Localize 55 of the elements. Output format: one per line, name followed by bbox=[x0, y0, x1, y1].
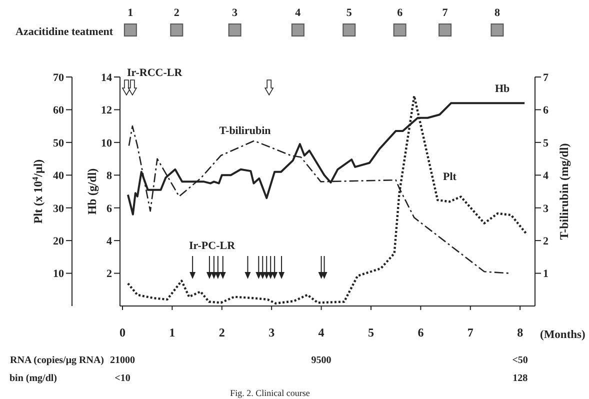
text: Azacitidine teatment bbox=[16, 26, 114, 38]
text: bin (mg/dl) bbox=[9, 373, 57, 384]
y2-tick-label: 1 bbox=[543, 268, 548, 280]
y3-tick-label: 10 bbox=[53, 268, 64, 280]
y2-tick-label: 4 bbox=[543, 170, 549, 182]
text: 3 bbox=[232, 7, 238, 19]
y3-tick-label: 50 bbox=[53, 137, 64, 150]
y2-tick-label: 3 bbox=[543, 202, 549, 215]
text: 1 bbox=[128, 7, 134, 19]
y-tick-label: 8 bbox=[106, 170, 112, 182]
text: RNA (copies/μg RNA) bbox=[10, 355, 104, 366]
text: <10 bbox=[114, 373, 130, 384]
y3-tick-label: 40 bbox=[53, 170, 64, 182]
y-tick-label: 2 bbox=[106, 268, 112, 280]
series-label: T-bilirubin bbox=[219, 125, 271, 137]
annotation: Ir-PC-LR bbox=[189, 240, 236, 252]
y2-tick-label: 6 bbox=[543, 104, 549, 117]
text: 8 bbox=[494, 7, 500, 19]
x-tick-label: 4 bbox=[318, 326, 324, 340]
series-label: Hb bbox=[495, 83, 510, 95]
y3-tick-label: 70 bbox=[53, 72, 64, 84]
text: 5 bbox=[346, 7, 352, 19]
y-tick-label: 6 bbox=[106, 202, 112, 215]
x-tick-label: 0 bbox=[119, 326, 126, 340]
y-axis-title: Hb (g/dl) bbox=[85, 168, 99, 215]
x-tick-label: 7 bbox=[467, 326, 474, 340]
x-axis-title: (Months) bbox=[540, 329, 586, 341]
y2-tick-label: 5 bbox=[543, 137, 549, 150]
y3-tick-label: 20 bbox=[53, 235, 64, 248]
text: 21000 bbox=[110, 355, 135, 366]
y-tick-label: 14 bbox=[101, 72, 112, 84]
y-tick-label: 10 bbox=[101, 137, 112, 150]
text: 4 bbox=[295, 7, 302, 19]
x-tick-label: 8 bbox=[517, 326, 524, 340]
y2-tick-label: 2 bbox=[543, 235, 549, 248]
y-tick-label: 12 bbox=[101, 104, 112, 117]
text: 7 bbox=[442, 7, 448, 19]
caption: Fig. 2. Clinical course bbox=[230, 388, 310, 398]
text: 6 bbox=[397, 7, 404, 19]
x-tick-label: 2 bbox=[218, 326, 225, 340]
x-tick-label: 3 bbox=[268, 326, 275, 340]
text: 9500 bbox=[311, 355, 332, 366]
text: 128 bbox=[512, 373, 528, 384]
annotation: Ir-RCC-LR bbox=[127, 67, 184, 79]
y3-tick-label: 30 bbox=[53, 202, 64, 215]
text: <50 bbox=[512, 355, 528, 366]
x-tick-label: 1 bbox=[169, 326, 176, 340]
text: 2 bbox=[174, 7, 180, 19]
y2-axis-title: T-bilirubin (mg/dl) bbox=[557, 143, 571, 240]
y3-tick-label: 60 bbox=[53, 104, 64, 117]
x-tick-label: 6 bbox=[418, 326, 424, 340]
y2-tick-label: 7 bbox=[543, 72, 549, 84]
x-tick-label: 5 bbox=[368, 326, 374, 340]
series-label: Plt bbox=[443, 171, 457, 183]
y-tick-label: 4 bbox=[106, 235, 112, 248]
